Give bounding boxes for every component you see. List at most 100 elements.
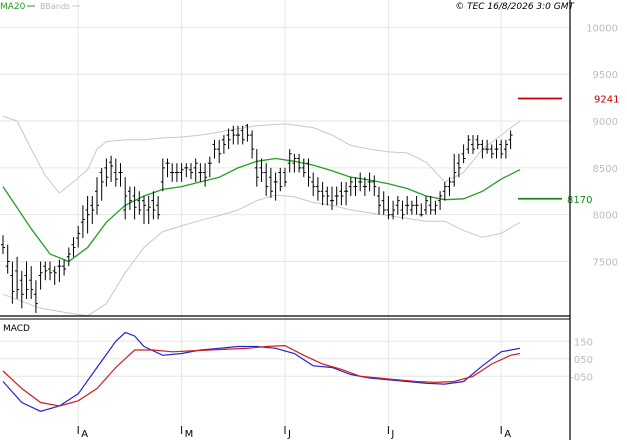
bbands-legend: BBands bbox=[40, 2, 70, 11]
signal-line bbox=[2, 344, 521, 407]
ohlc-bar bbox=[301, 158, 306, 178]
ohlc-bar bbox=[400, 200, 405, 220]
ohlc-bar bbox=[292, 153, 297, 173]
ohlc-bar bbox=[48, 261, 52, 281]
ohlc-bar bbox=[320, 181, 325, 206]
ohlc-bar bbox=[494, 139, 499, 159]
ohlc-bar bbox=[15, 256, 20, 299]
ohlc-bar bbox=[52, 266, 57, 285]
ma20-legend: MA20 bbox=[0, 2, 26, 12]
x-tick-label: A bbox=[504, 429, 511, 440]
ohlc-bar bbox=[38, 261, 43, 290]
y-tick-label: 9000 bbox=[593, 117, 618, 128]
support-label: 8170 bbox=[567, 195, 592, 206]
y-tick-labels: 7500 8000 8500 9000 9500 10000 bbox=[586, 23, 618, 268]
ohlc-bar bbox=[43, 261, 48, 281]
ohlc-bar bbox=[95, 177, 99, 215]
ohlc-bar bbox=[62, 259, 67, 276]
ohlc-bar bbox=[10, 261, 15, 304]
macd-y-tick-labels: 150 050 -050 bbox=[570, 337, 593, 383]
ohlc-bar bbox=[137, 191, 142, 215]
ohlc-bar bbox=[466, 135, 471, 154]
ohlc-bar bbox=[334, 186, 339, 206]
ohlc-bar bbox=[104, 158, 109, 187]
ohlc-bar bbox=[395, 195, 400, 215]
ohlc-bar bbox=[367, 172, 372, 192]
ohlc-bar bbox=[268, 167, 273, 198]
ohlc-bar bbox=[184, 163, 189, 178]
ohlc-bar bbox=[245, 123, 250, 142]
x-tick-label: M bbox=[185, 429, 194, 440]
ohlc-bar bbox=[508, 130, 513, 150]
ohlc-bar bbox=[71, 237, 76, 257]
ohlc-bar bbox=[283, 167, 287, 187]
ohlc-bar bbox=[90, 195, 95, 225]
y-tick-label: 10000 bbox=[586, 23, 618, 34]
ohlc-bar bbox=[353, 177, 358, 196]
ohlc-bar bbox=[231, 125, 236, 145]
ohlc-bar bbox=[170, 163, 175, 182]
ohlc-bar bbox=[433, 200, 438, 215]
ohlc-bar bbox=[24, 261, 29, 299]
macd-y-tick-label: 050 bbox=[574, 355, 593, 366]
y-tick-label: 9500 bbox=[593, 70, 618, 81]
ohlc-bar bbox=[325, 186, 330, 206]
ohlc-bar bbox=[306, 158, 311, 187]
ohlc-bar bbox=[33, 280, 38, 313]
macd-lines bbox=[2, 331, 521, 412]
resistance-label: 9241 bbox=[594, 94, 619, 105]
ohlc-bar bbox=[1, 235, 5, 255]
ohlc-bar bbox=[151, 191, 156, 220]
copyright-text: © TEC 16/8/2026 3:0 GMT bbox=[455, 2, 575, 12]
ohlc-bar bbox=[212, 139, 217, 159]
ohlc-bar bbox=[381, 191, 386, 215]
ohlc-bar bbox=[442, 181, 447, 201]
ohlc-bar bbox=[278, 167, 283, 192]
ohlc-bar bbox=[118, 163, 123, 187]
ohlc-bar bbox=[456, 153, 461, 178]
ohlc-bar bbox=[109, 155, 114, 182]
ohlc-bar bbox=[344, 181, 349, 206]
ohlc-bar bbox=[132, 186, 137, 220]
ohlc-bar bbox=[273, 172, 278, 201]
ohlc-bar bbox=[226, 128, 231, 150]
ohlc-bar bbox=[189, 163, 193, 180]
ohlc-bar bbox=[499, 139, 504, 159]
ohlc-bar bbox=[165, 158, 170, 178]
x-tick-label: J bbox=[390, 429, 394, 440]
ohlc-bar bbox=[358, 172, 363, 192]
macd-y-tick-label: -050 bbox=[570, 372, 593, 383]
ohlc-bar bbox=[386, 195, 391, 220]
ohlc-bar bbox=[311, 172, 316, 196]
x-tick-label: J bbox=[287, 429, 291, 440]
ohlc-bar bbox=[179, 163, 184, 182]
ohlc-bar bbox=[66, 247, 71, 267]
ohlc-bar bbox=[409, 200, 414, 215]
x-tick-label: A bbox=[81, 429, 88, 440]
ohlc-bar bbox=[85, 195, 90, 234]
ohlc-bar bbox=[221, 135, 226, 154]
macd-y-tick-label: 150 bbox=[574, 337, 593, 348]
ohlc-bar bbox=[142, 195, 146, 225]
ohlc-bar bbox=[264, 163, 269, 196]
ohlc-bar bbox=[193, 158, 198, 182]
ohlc-bar bbox=[156, 195, 161, 220]
ohlc-bar bbox=[29, 266, 34, 299]
ohlc-bar bbox=[160, 158, 165, 192]
ohlc-bar bbox=[240, 125, 245, 145]
ohlc-bar bbox=[315, 177, 320, 201]
ohlc-bar bbox=[146, 195, 151, 225]
ohlc-bar bbox=[57, 259, 62, 283]
ohlc-bar bbox=[5, 244, 10, 274]
macd-title: MACD bbox=[3, 324, 30, 334]
ohlc-bar bbox=[339, 181, 344, 206]
ohlc-bar bbox=[485, 139, 490, 154]
ohlc-bar bbox=[452, 153, 457, 187]
ohlc-bar bbox=[80, 205, 85, 239]
ohlc-bar bbox=[447, 177, 452, 196]
ma20-line bbox=[2, 157, 521, 263]
